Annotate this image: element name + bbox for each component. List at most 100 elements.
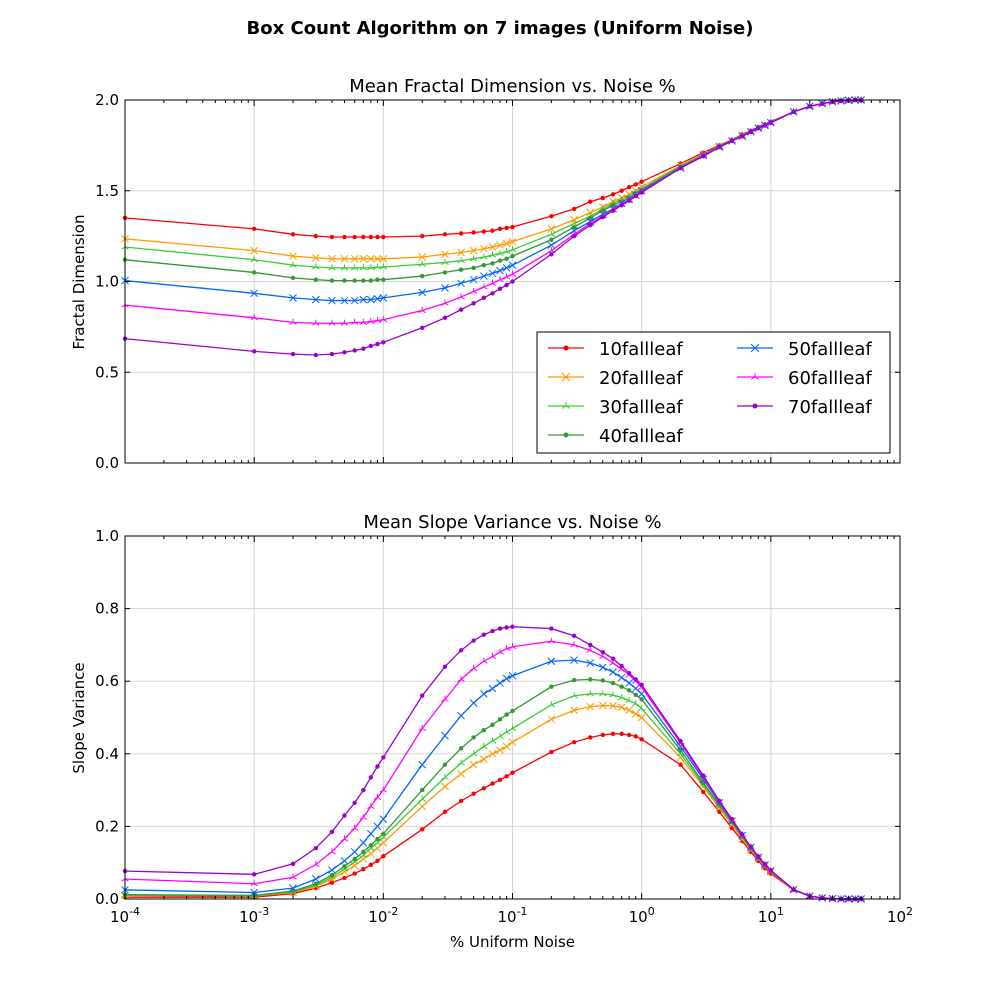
sv-x-ticks: 10-4 10-3 10-2 10-1 100 101 102 — [110, 536, 913, 926]
sv-data-point — [420, 827, 425, 832]
fd-data-point — [373, 263, 382, 270]
sv-data-point — [340, 867, 349, 876]
sv-data-point — [639, 697, 644, 702]
fd-data-point — [381, 340, 386, 345]
fd-data-point — [340, 319, 349, 326]
fd-data-point — [571, 233, 577, 239]
fd-data-point — [497, 258, 503, 263]
sv-grid — [124, 535, 901, 900]
fd-data-point — [820, 101, 825, 106]
sv-data-point — [617, 694, 626, 701]
sv-data-point — [570, 641, 578, 648]
fd-data-point — [496, 241, 504, 250]
sv-data-point — [379, 815, 388, 823]
sv-data-point — [469, 664, 478, 672]
slope-variance-x-axis-label: % Uniform Noise — [450, 933, 575, 951]
sv-data-point — [598, 701, 607, 710]
fd-data-point — [729, 138, 735, 144]
fd-data-point — [313, 277, 318, 282]
fd-data-point — [717, 144, 722, 150]
sv-data-point — [457, 675, 465, 682]
fd-y-tick-label: 2.0 — [95, 91, 119, 109]
fd-data-point — [610, 192, 616, 197]
fd-data-point — [469, 287, 478, 295]
sv-data-point — [502, 742, 511, 751]
fd-data-point — [504, 256, 509, 262]
sv-x-tick-label: 101 — [758, 905, 784, 926]
legend-marker — [561, 402, 571, 409]
fd-data-point — [571, 206, 577, 212]
fd-data-point — [497, 286, 503, 291]
fd-data-point — [350, 254, 359, 263]
sv-series-line — [124, 640, 862, 900]
sv-y-tick-label: 0.6 — [95, 672, 119, 690]
fd-data-point — [768, 120, 774, 125]
fd-data-point — [479, 272, 488, 280]
sv-data-point — [496, 648, 504, 655]
sv-data-point — [598, 663, 607, 672]
legend-marker — [752, 403, 758, 409]
slope-variance-plot-title: Mean Slope Variance vs. Noise % — [363, 512, 661, 533]
fd-data-point — [312, 263, 320, 270]
sv-data-point — [457, 759, 465, 766]
fd-data-point — [471, 265, 476, 271]
fd-data-point — [352, 234, 357, 240]
fd-series-line — [124, 99, 862, 356]
fd-series-line — [124, 99, 862, 269]
sv-data-point — [480, 743, 488, 750]
fd-data-point — [340, 254, 349, 263]
sv-data-point — [631, 700, 640, 707]
sv-data-point — [329, 880, 335, 885]
sv-data-point — [361, 849, 366, 855]
sv-data-point — [508, 643, 517, 650]
sv-data-point — [570, 706, 578, 715]
sv-data-point — [488, 684, 497, 693]
fd-data-point — [502, 273, 511, 280]
fd-series-line — [124, 99, 862, 238]
sv-data-point — [588, 735, 593, 740]
sv-data-point — [488, 737, 497, 744]
sv-data-point — [547, 701, 556, 708]
sv-data-point — [469, 699, 478, 707]
sv-data-point — [502, 674, 511, 683]
sv-data-point — [626, 688, 632, 693]
legend-box — [536, 331, 891, 454]
sv-data-point — [549, 749, 554, 755]
fd-data-point — [588, 215, 593, 221]
sv-data-point — [502, 645, 511, 652]
fd-data-point — [508, 237, 517, 246]
sv-data-point — [471, 791, 476, 796]
fd-data-point — [549, 213, 554, 219]
fd-data-point — [441, 250, 449, 259]
sv-series-line — [124, 659, 862, 900]
fd-data-point — [504, 225, 509, 231]
fd-data-point — [418, 253, 427, 261]
fd-data-point — [457, 248, 465, 257]
sv-data-point — [510, 770, 515, 775]
sv-data-point — [442, 664, 448, 669]
sv-data-point — [497, 626, 503, 631]
fd-data-point — [367, 264, 375, 271]
sv-series-60fallleaf — [121, 637, 865, 902]
sv-data-point — [471, 638, 476, 643]
sv-data-point — [717, 798, 722, 804]
fd-data-point — [490, 291, 495, 296]
fd-data-point — [379, 263, 388, 270]
sv-data-point — [375, 764, 380, 769]
legend-item-30fallleaf: 30fallleaf — [548, 397, 683, 418]
fd-data-point — [639, 190, 644, 195]
sv-data-point — [420, 693, 425, 698]
sv-data-point — [768, 868, 774, 873]
legend-label: 20fallleaf — [599, 368, 683, 389]
fractal-dimension-y-axis-label: Fractal Dimension — [70, 215, 88, 350]
sv-data-point — [441, 731, 449, 740]
fd-data-point — [289, 261, 297, 268]
sv-data-point — [510, 624, 515, 629]
sv-data-point — [625, 696, 633, 703]
fd-series-20fallleaf — [121, 96, 865, 263]
legend-label: 60fallleaf — [788, 368, 872, 389]
legend-item-20fallleaf: 20fallleaf — [548, 368, 683, 389]
sv-data-point — [639, 737, 644, 742]
fd-data-point — [311, 295, 320, 304]
fd-data-point — [469, 275, 478, 284]
